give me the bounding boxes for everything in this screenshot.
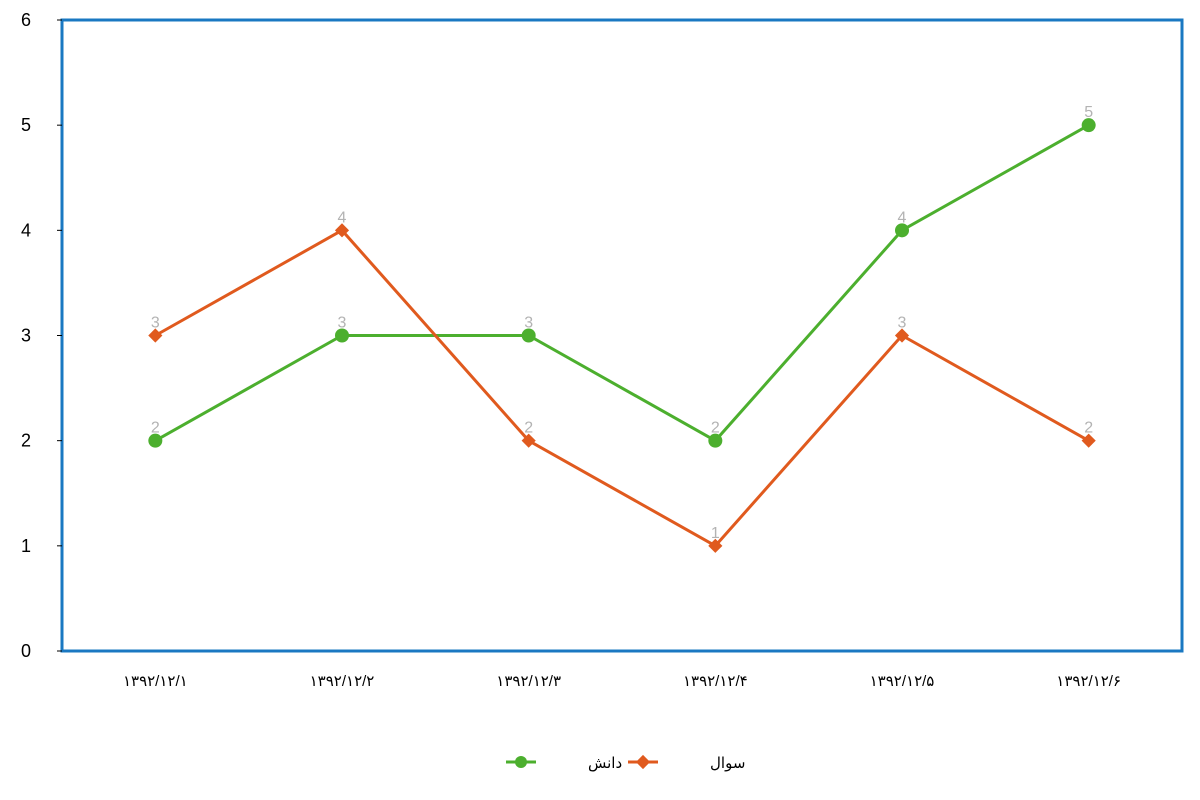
series-line-0 xyxy=(154,123,1090,443)
data-point[interactable] xyxy=(1081,118,1096,133)
data-label: 5 xyxy=(1084,104,1093,121)
plot-frame xyxy=(60,18,1184,653)
data-point[interactable] xyxy=(148,328,163,343)
data-label: 2 xyxy=(711,420,720,437)
y-tick-label: 1 xyxy=(21,536,31,556)
x-tick-label: ۱۳۹۲/۱۲/۲ xyxy=(310,673,375,690)
data-label: 3 xyxy=(898,315,907,332)
data-label: 1 xyxy=(711,525,720,542)
data-point[interactable] xyxy=(708,433,723,448)
data-label: 2 xyxy=(524,420,533,437)
legend-marker-danesh xyxy=(515,756,527,768)
y-tick-label: 3 xyxy=(21,326,31,346)
data-point[interactable] xyxy=(335,328,349,343)
series-group xyxy=(148,118,1096,553)
data-label: 2 xyxy=(1084,420,1093,437)
legend: دانش سوال xyxy=(506,754,745,772)
y-tick-label: 5 xyxy=(21,115,31,135)
data-label: 2 xyxy=(151,420,160,437)
x-tick-label: ۱۳۹۲/۱۲/۳ xyxy=(496,673,561,690)
data-point[interactable] xyxy=(708,538,723,553)
x-axis-ticks: ۱۳۹۲/۱۲/۱ ۱۳۹۲/۱۲/۲ ۱۳۹۲/۱۲/۳ ۱۳۹۲/۱۲/۴ ۱۳۹۲… xyxy=(123,673,1121,690)
y-tick-label: 2 xyxy=(21,431,31,451)
data-labels: 2 3 3 2 4 5 3 4 2 1 3 2 xyxy=(151,104,1093,542)
data-point[interactable] xyxy=(1081,433,1096,448)
data-label: 4 xyxy=(338,209,347,226)
data-label: 3 xyxy=(338,315,347,332)
x-tick-label: ۱۳۹۲/۱۲/۴ xyxy=(683,673,748,690)
data-point[interactable] xyxy=(521,328,536,343)
y-axis-ticks: 0 1 2 3 4 5 6 xyxy=(21,10,62,661)
legend-label-danesh: دانش xyxy=(588,755,622,772)
data-label: 3 xyxy=(151,315,160,332)
series-line-1 xyxy=(154,228,1090,548)
legend-label-soal: سوال xyxy=(710,755,745,772)
y-tick-label: 6 xyxy=(21,10,31,30)
data-point[interactable] xyxy=(895,223,909,238)
data-label: 4 xyxy=(898,209,907,226)
legend-item-danesh[interactable]: دانش xyxy=(506,755,622,772)
x-tick-label: ۱۳۹۲/۱۲/۱ xyxy=(123,673,188,690)
x-tick-label: ۱۳۹۲/۱۲/۶ xyxy=(1056,673,1121,690)
y-tick-label: 0 xyxy=(21,641,31,661)
data-point[interactable] xyxy=(894,328,910,343)
x-tick-label: ۱۳۹۲/۱۲/۵ xyxy=(870,673,935,690)
data-point[interactable] xyxy=(334,223,350,238)
legend-item-soal[interactable]: سوال xyxy=(628,754,745,772)
data-label: 3 xyxy=(524,315,533,332)
legend-marker-soal xyxy=(635,754,651,770)
data-point[interactable] xyxy=(148,433,163,448)
data-point[interactable] xyxy=(521,433,536,448)
y-tick-label: 4 xyxy=(21,220,31,240)
